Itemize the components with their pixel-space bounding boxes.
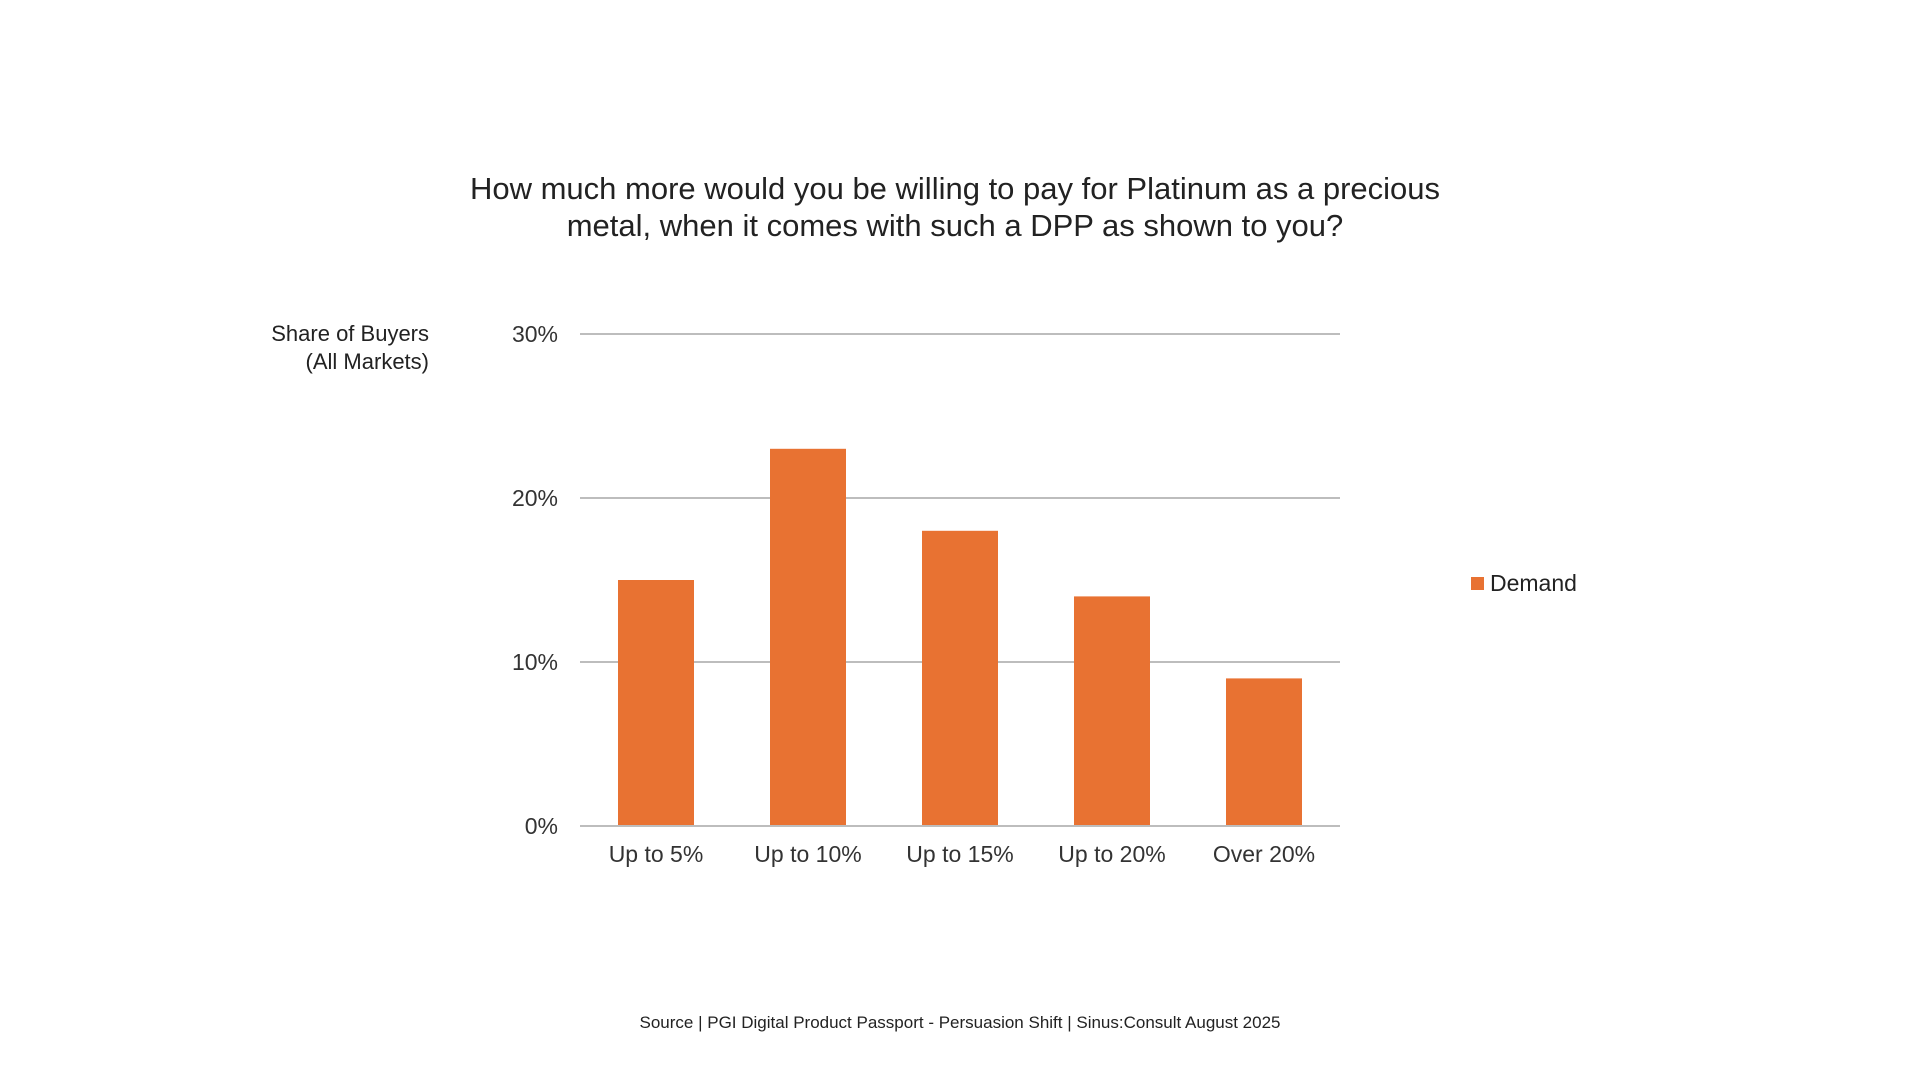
legend-label: Demand — [1490, 570, 1577, 596]
y-axis-label-line-2: (All Markets) — [305, 349, 429, 374]
chart-title-line-2: metal, when it comes with such a DPP as … — [566, 208, 1344, 243]
chart-title-line-1: How much more would you be willing to pa… — [469, 171, 1441, 206]
bar — [922, 530, 998, 826]
x-tick-label: Up to 20% — [1058, 841, 1165, 867]
bar — [770, 448, 846, 826]
x-tick-label: Up to 10% — [754, 841, 861, 867]
x-tick-label: Up to 15% — [906, 841, 1013, 867]
chart-title: How much more would you be willing to pa… — [0, 170, 1910, 244]
source-note: Source | PGI Digital Product Passport - … — [639, 1013, 1281, 1032]
bar — [1226, 678, 1302, 826]
y-axis-label-line-1: Share of Buyers — [271, 321, 429, 346]
bar — [618, 580, 694, 826]
legend-swatch — [1471, 577, 1484, 590]
y-tick-label: 20% — [512, 485, 558, 511]
y-tick-label: 30% — [512, 321, 558, 347]
y-axis-label: Share of Buyers (All Markets) — [271, 320, 429, 376]
y-tick-label: 0% — [525, 813, 558, 839]
y-tick-label: 10% — [512, 649, 558, 675]
x-tick-label: Over 20% — [1213, 841, 1315, 867]
legend: Demand — [1471, 570, 1577, 597]
x-tick-label: Up to 5% — [609, 841, 704, 867]
bar — [1074, 596, 1150, 826]
